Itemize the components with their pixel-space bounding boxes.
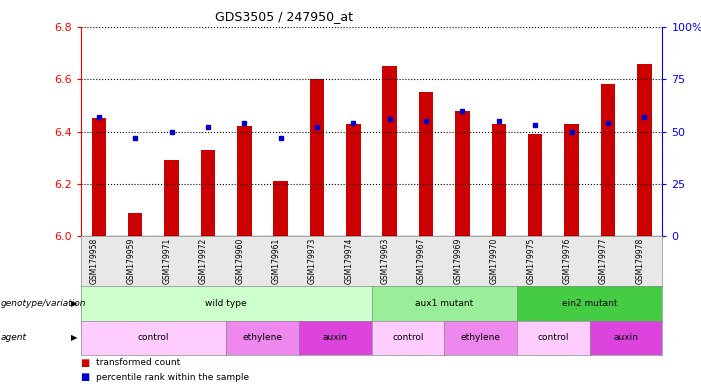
Text: auxin: auxin bbox=[322, 333, 348, 343]
Text: ein2 mutant: ein2 mutant bbox=[562, 299, 618, 308]
Text: control: control bbox=[392, 333, 423, 343]
Bar bbox=[564, 124, 579, 236]
Bar bbox=[637, 63, 651, 236]
Text: GSM179975: GSM179975 bbox=[526, 238, 535, 285]
Text: GSM179958: GSM179958 bbox=[90, 238, 99, 284]
Bar bbox=[383, 66, 397, 236]
Text: GSM179969: GSM179969 bbox=[454, 238, 463, 285]
Text: auxin: auxin bbox=[613, 333, 639, 343]
Text: ▶: ▶ bbox=[71, 333, 77, 343]
Bar bbox=[200, 150, 215, 236]
Bar bbox=[491, 124, 506, 236]
Bar bbox=[455, 111, 470, 236]
Bar bbox=[273, 181, 288, 236]
Text: agent: agent bbox=[1, 333, 27, 343]
Bar bbox=[418, 92, 433, 236]
Text: aux1 mutant: aux1 mutant bbox=[415, 299, 473, 308]
Bar bbox=[601, 84, 615, 236]
Text: GSM179967: GSM179967 bbox=[417, 238, 426, 285]
Text: GSM179970: GSM179970 bbox=[490, 238, 499, 285]
Text: control: control bbox=[538, 333, 569, 343]
Text: ■: ■ bbox=[81, 358, 90, 368]
Text: ethylene: ethylene bbox=[243, 333, 283, 343]
Text: GSM179959: GSM179959 bbox=[126, 238, 135, 285]
Text: GSM179978: GSM179978 bbox=[635, 238, 644, 284]
Text: GSM179974: GSM179974 bbox=[344, 238, 353, 285]
Text: GSM179972: GSM179972 bbox=[199, 238, 208, 284]
Text: transformed count: transformed count bbox=[96, 358, 180, 367]
Text: GSM179963: GSM179963 bbox=[381, 238, 390, 285]
Text: GSM179973: GSM179973 bbox=[308, 238, 317, 285]
Text: wild type: wild type bbox=[205, 299, 247, 308]
Text: GSM179976: GSM179976 bbox=[562, 238, 571, 285]
Bar bbox=[346, 124, 360, 236]
Bar bbox=[92, 118, 106, 236]
Bar bbox=[237, 126, 252, 236]
Text: GSM179961: GSM179961 bbox=[271, 238, 280, 284]
Text: ■: ■ bbox=[81, 372, 90, 382]
Text: GSM179977: GSM179977 bbox=[599, 238, 608, 285]
Text: control: control bbox=[137, 333, 169, 343]
Text: percentile rank within the sample: percentile rank within the sample bbox=[96, 373, 249, 382]
Text: GSM179960: GSM179960 bbox=[236, 238, 244, 285]
Text: GSM179971: GSM179971 bbox=[163, 238, 172, 284]
Bar bbox=[128, 213, 142, 236]
Bar bbox=[528, 134, 543, 236]
Text: genotype/variation: genotype/variation bbox=[1, 299, 86, 308]
Bar bbox=[310, 79, 325, 236]
Bar bbox=[164, 160, 179, 236]
Text: ethylene: ethylene bbox=[461, 333, 501, 343]
Text: ▶: ▶ bbox=[71, 299, 77, 308]
Text: GDS3505 / 247950_at: GDS3505 / 247950_at bbox=[215, 10, 353, 23]
